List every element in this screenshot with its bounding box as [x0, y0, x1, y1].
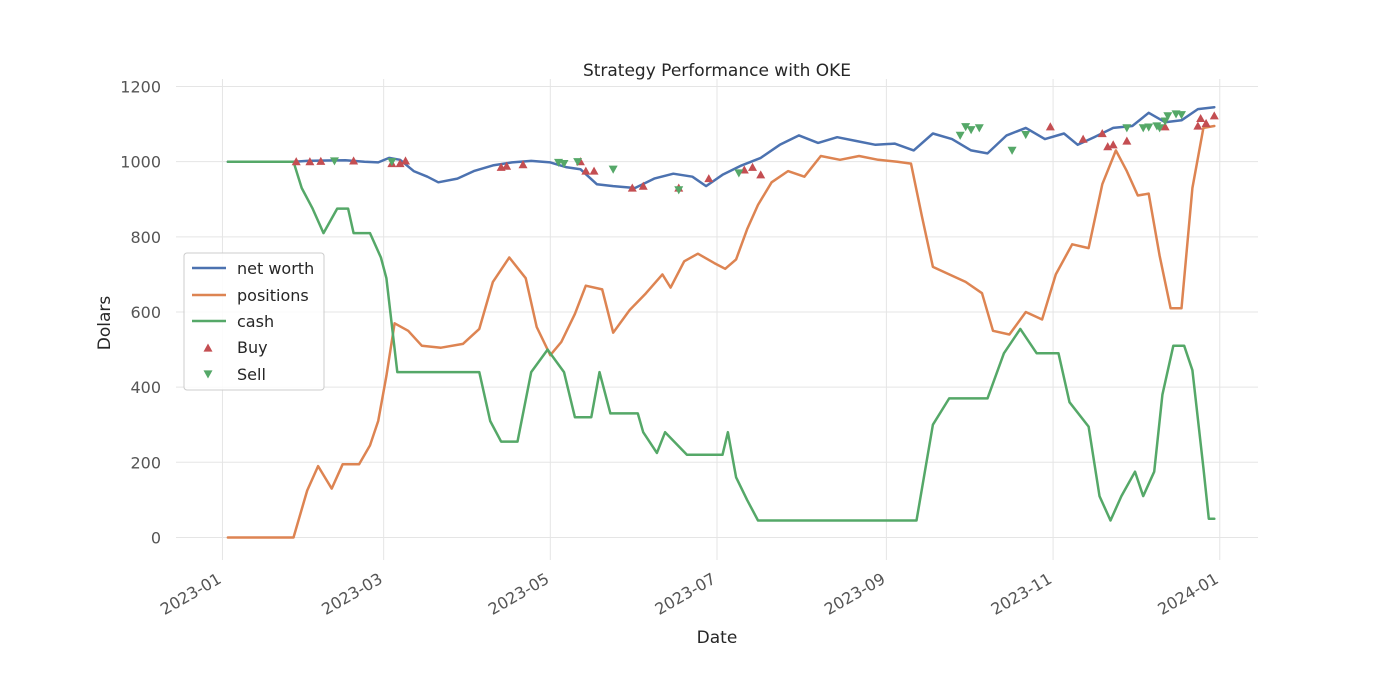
buy-marker — [581, 166, 591, 175]
buy-marker — [401, 156, 411, 165]
buy-marker — [1097, 128, 1107, 138]
sell-marker — [1021, 131, 1031, 140]
sell-marker — [955, 131, 965, 140]
series-line-positions — [226, 124, 1216, 539]
x-tick-label: 2023-07 — [652, 569, 719, 619]
buy-marker — [1078, 134, 1088, 143]
legend-label-sell: Sell — [237, 365, 266, 384]
y-tick-label: 400 — [130, 378, 161, 397]
buy-marker — [349, 156, 359, 165]
sell-marker — [674, 186, 684, 195]
buy-marker — [1108, 140, 1118, 149]
buy-marker — [1196, 113, 1206, 123]
legend: net worth positions cash Buy Sell — [183, 252, 325, 391]
trade-markers — [291, 110, 1219, 195]
x-axis-label: Date — [697, 628, 738, 648]
grid — [176, 79, 1258, 560]
sell-marker — [1122, 124, 1132, 133]
buy-marker — [316, 156, 326, 165]
y-tick-label: 800 — [130, 228, 161, 247]
series-lines — [226, 105, 1216, 539]
x-tick-label: 2023-01 — [157, 569, 224, 619]
legend-frame — [183, 252, 325, 391]
x-tick-label: 2023-11 — [988, 569, 1055, 619]
sell-marker — [608, 165, 618, 174]
x-tick-label: 2024-01 — [1154, 569, 1221, 619]
buy-marker — [704, 174, 714, 183]
y-tick-label: 1000 — [120, 153, 161, 172]
y-tick-label: 1200 — [120, 78, 161, 97]
buy-marker — [1193, 121, 1203, 130]
legend-label-buy: Buy — [237, 338, 268, 357]
buy-marker — [627, 183, 637, 192]
buy-marker — [638, 181, 648, 190]
sell-marker — [1176, 111, 1186, 120]
sell-marker — [1160, 117, 1170, 126]
chart-title: Strategy Performance with OKE — [583, 61, 851, 81]
series-line-cash — [226, 160, 1216, 522]
sell-marker — [1007, 146, 1017, 155]
x-tick-label: 2023-09 — [821, 569, 888, 619]
x-tick-label: 2023-05 — [485, 569, 552, 619]
buy-marker — [1160, 122, 1170, 131]
buy-marker — [748, 162, 758, 171]
sell-marker — [329, 157, 339, 166]
series-line-net-worth — [226, 105, 1216, 190]
sell-marker — [387, 158, 397, 167]
buy-marker — [1201, 118, 1211, 127]
legend-label-cash: cash — [237, 312, 274, 331]
sell-marker — [966, 126, 976, 135]
y-tick-label: 200 — [130, 453, 161, 472]
sell-marker — [1144, 123, 1154, 132]
buy-marker — [395, 159, 405, 168]
buy-marker — [1209, 111, 1219, 120]
legend-swatch-buy — [203, 343, 213, 352]
y-axis-label: Dolars — [95, 296, 115, 351]
buy-marker — [589, 166, 599, 175]
buy-marker — [305, 157, 315, 166]
buy-marker — [502, 161, 512, 170]
legend-label-positions: positions — [237, 286, 309, 305]
sell-marker — [1155, 124, 1165, 133]
legend-label-net-worth: net worth — [237, 259, 314, 278]
sell-marker — [734, 169, 744, 178]
sell-marker — [974, 124, 984, 133]
sell-marker — [1138, 124, 1148, 133]
buy-marker — [291, 157, 301, 166]
sell-marker — [961, 123, 971, 132]
x-tick-label: 2023-03 — [318, 569, 385, 619]
y-tick-label: 0 — [151, 528, 161, 547]
sell-marker — [559, 159, 569, 169]
buy-marker — [518, 160, 528, 169]
sell-marker — [573, 158, 583, 167]
legend-swatch-sell — [203, 370, 213, 379]
sell-marker — [1163, 112, 1173, 121]
y-tick-label: 600 — [130, 303, 161, 322]
buy-marker — [1122, 136, 1132, 145]
buy-marker — [1045, 122, 1055, 131]
buy-marker — [756, 170, 766, 179]
